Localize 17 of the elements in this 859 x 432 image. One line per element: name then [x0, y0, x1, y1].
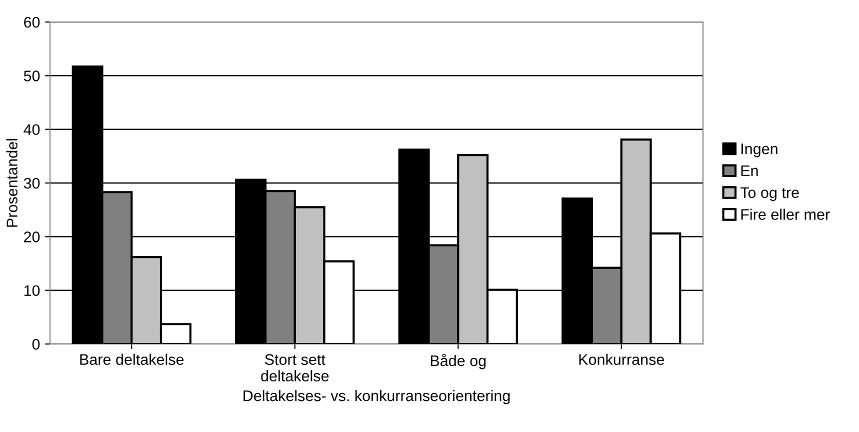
y-tick-label: 40: [24, 124, 40, 136]
x-tick-label: Stort sett deltakelse: [261, 354, 329, 382]
y-tick-label: 30: [24, 178, 40, 189]
y-tick-label: 60: [24, 16, 40, 28]
x-tick-label: Både og: [430, 354, 486, 370]
legend-label: Ingen: [741, 144, 778, 158]
y-axis-title: Prosentandel: [6, 139, 18, 227]
y-tick-label: 50: [24, 70, 40, 82]
y-tick-label: 20: [24, 232, 40, 242]
x-axis-title: Deltakelses- vs. konkurranseorientering: [244, 390, 510, 404]
legend-label: Fire eller mer: [741, 208, 830, 220]
x-tick-label: Bare deltakelse: [80, 354, 184, 365]
legend-label: En: [741, 166, 758, 176]
x-tick-label: Konkurranse: [579, 354, 664, 365]
y-tick-label: 10: [24, 285, 40, 296]
y-tick-label: 0: [32, 338, 40, 350]
legend-label: To og tre: [740, 187, 799, 202]
